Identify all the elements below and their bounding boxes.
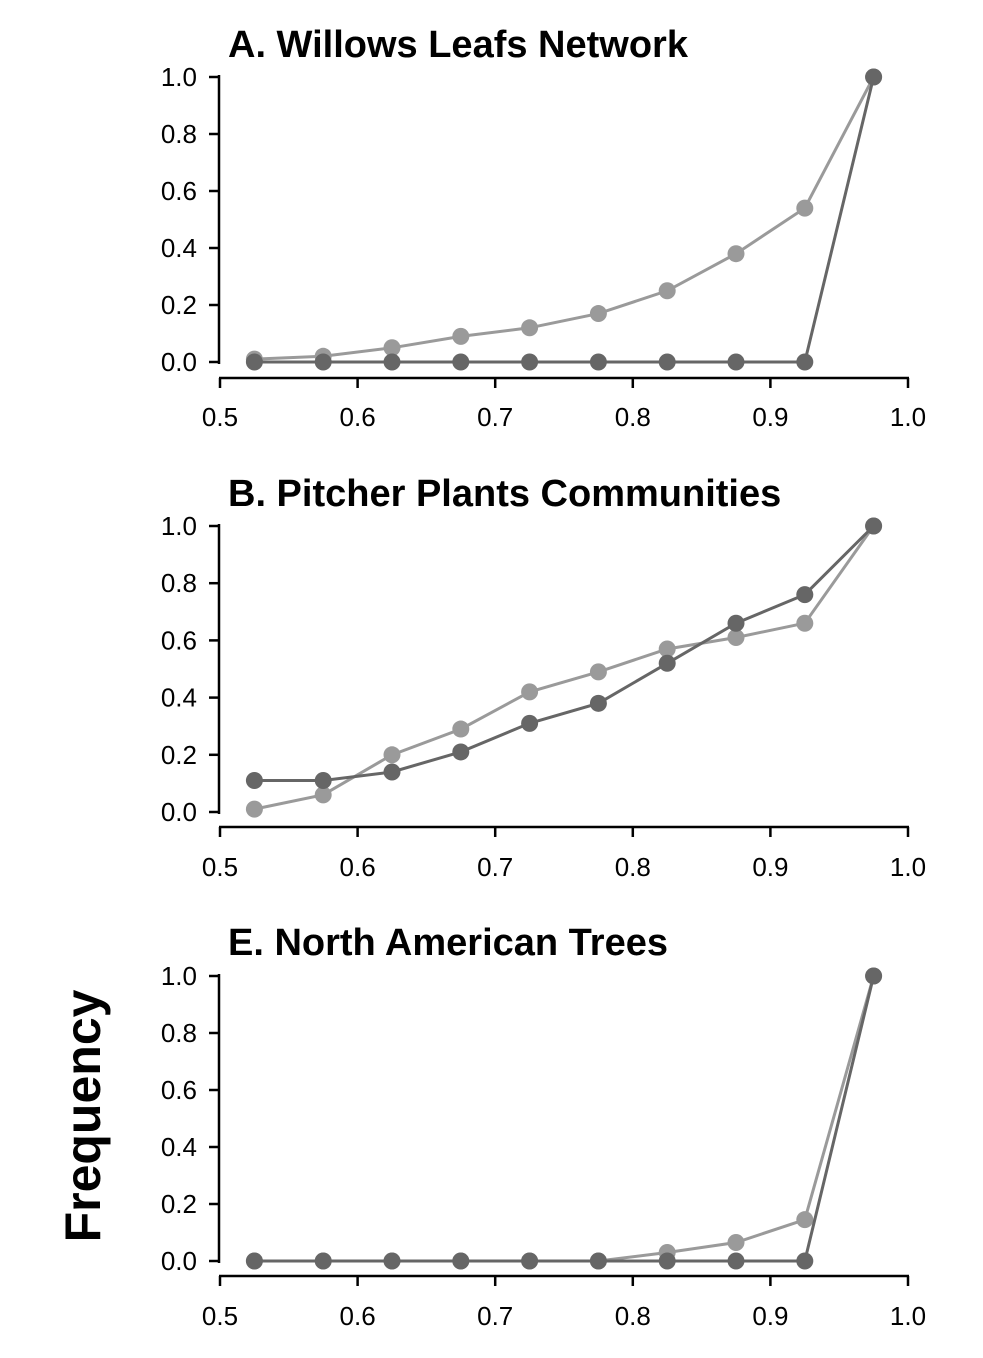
series-dark-point (383, 763, 401, 781)
series-light-point (521, 683, 539, 701)
x-tick-label: 0.7 (477, 402, 513, 432)
series-dark-point (521, 1252, 539, 1270)
series-dark-point (658, 1252, 676, 1270)
series-light-line (254, 76, 875, 361)
x-tick-label: 1.0 (890, 402, 926, 432)
series-dark-point (796, 353, 814, 371)
series-light-point (658, 282, 676, 300)
panel-title: E. North American Trees (228, 922, 668, 964)
series-light-point (383, 746, 401, 764)
panels-group: A. Willows Leafs Network 0.0 0.2 0.4 0.6 0.8 1… (161, 24, 926, 1331)
x-tick-label: 1.0 (890, 1301, 926, 1331)
y-tick-label: 1.0 (161, 62, 197, 92)
y-tick-label: 0.6 (161, 625, 197, 655)
series-dark-point (383, 1252, 401, 1270)
series-dark-point (796, 1252, 814, 1270)
series-light-point (452, 327, 470, 345)
shared-y-axis-label: Frequency (55, 989, 111, 1242)
x-tick-label: 0.8 (615, 1301, 651, 1331)
y-tick-label: 1.0 (161, 961, 197, 991)
x-tick-label: 0.7 (477, 852, 513, 882)
series-dark-line (254, 524, 875, 782)
series-dark-line (254, 76, 876, 364)
y-tick-label: 0.6 (161, 176, 197, 206)
series-dark-point (452, 1252, 470, 1270)
series-light-point (796, 1211, 814, 1229)
series-dark-point (314, 1252, 332, 1270)
x-tick-label: 0.9 (752, 402, 788, 432)
x-tick-label: 0.6 (340, 1301, 376, 1331)
series-light-point (796, 614, 814, 632)
series-dark-point (245, 1252, 263, 1270)
series-light-point (452, 720, 470, 738)
series-light-line (254, 525, 875, 811)
series-light-point (658, 640, 676, 658)
series-dark-point (727, 1252, 745, 1270)
y-tick-label: 0.8 (161, 1018, 197, 1048)
y-tick-label: 1.0 (161, 511, 197, 541)
y-tick-label: 0.8 (161, 568, 197, 598)
x-tick-label: 1.0 (890, 852, 926, 882)
series-dark-point (589, 353, 607, 371)
x-tick-label: 0.5 (202, 402, 238, 432)
series-light-point (727, 1233, 745, 1251)
y-tick-label: 0.8 (161, 119, 197, 149)
series-dark-point (521, 353, 539, 371)
y-tick-label: 0.0 (161, 1246, 197, 1276)
series-dark-point (452, 743, 470, 761)
y-tick-label: 0.0 (161, 347, 197, 377)
x-tick-label: 0.6 (340, 402, 376, 432)
series-light-point (521, 319, 539, 337)
y-tick-label: 0.2 (161, 740, 197, 770)
panel-title: A. Willows Leafs Network (228, 24, 689, 66)
series-dark-point (521, 714, 539, 732)
chart-panel: E. North American Trees 0.0 0.2 0.4 0.6 0.8 1.… (161, 922, 926, 1331)
series-light-point (383, 339, 401, 357)
y-tick-label: 0.4 (161, 1132, 197, 1162)
series-dark-point (727, 614, 745, 632)
x-tick-label: 0.7 (477, 1301, 513, 1331)
x-tick-label: 0.5 (202, 1301, 238, 1331)
series-light-point (245, 800, 263, 818)
chart-panel: B. Pitcher Plants Communities 0.0 0.2 0.4 0.… (161, 473, 926, 882)
x-tick-label: 0.9 (752, 852, 788, 882)
series-dark-point (865, 68, 883, 86)
series-light-point (314, 786, 332, 804)
x-tick-label: 0.6 (340, 852, 376, 882)
series-dark-point (865, 967, 883, 985)
series-light-point (589, 663, 607, 681)
series-dark-point (589, 1252, 607, 1270)
y-tick-label: 0.2 (161, 290, 197, 320)
x-tick-label: 0.8 (615, 852, 651, 882)
panel-title: B. Pitcher Plants Communities (228, 473, 781, 515)
y-tick-label: 0.4 (161, 683, 197, 713)
y-tick-label: 0.6 (161, 1075, 197, 1105)
x-tick-label: 0.9 (752, 1301, 788, 1331)
series-light-point (589, 305, 607, 323)
y-tick-label: 0.2 (161, 1189, 197, 1219)
series-dark-point (314, 353, 332, 371)
series-dark-point (796, 586, 814, 604)
y-tick-label: 0.4 (161, 233, 197, 263)
series-light-line (254, 975, 876, 1263)
series-dark-point (383, 353, 401, 371)
x-tick-label: 0.5 (202, 852, 238, 882)
series-dark-point (589, 694, 607, 712)
series-dark-point (245, 772, 263, 790)
x-tick-label: 0.8 (615, 402, 651, 432)
series-dark-point (314, 772, 332, 790)
y-tick-label: 0.0 (161, 797, 197, 827)
series-dark-point (658, 654, 676, 672)
series-dark-point (658, 353, 676, 371)
series-dark-point (727, 353, 745, 371)
series-light-point (727, 245, 745, 263)
series-dark-point (452, 353, 470, 371)
series-dark-point (245, 353, 263, 371)
chart-panel: A. Willows Leafs Network 0.0 0.2 0.4 0.6 0.8 1… (161, 24, 926, 432)
series-light-point (796, 199, 814, 217)
series-dark-point (865, 517, 883, 535)
series-dark-line (254, 975, 876, 1263)
series-light-point (727, 629, 745, 647)
